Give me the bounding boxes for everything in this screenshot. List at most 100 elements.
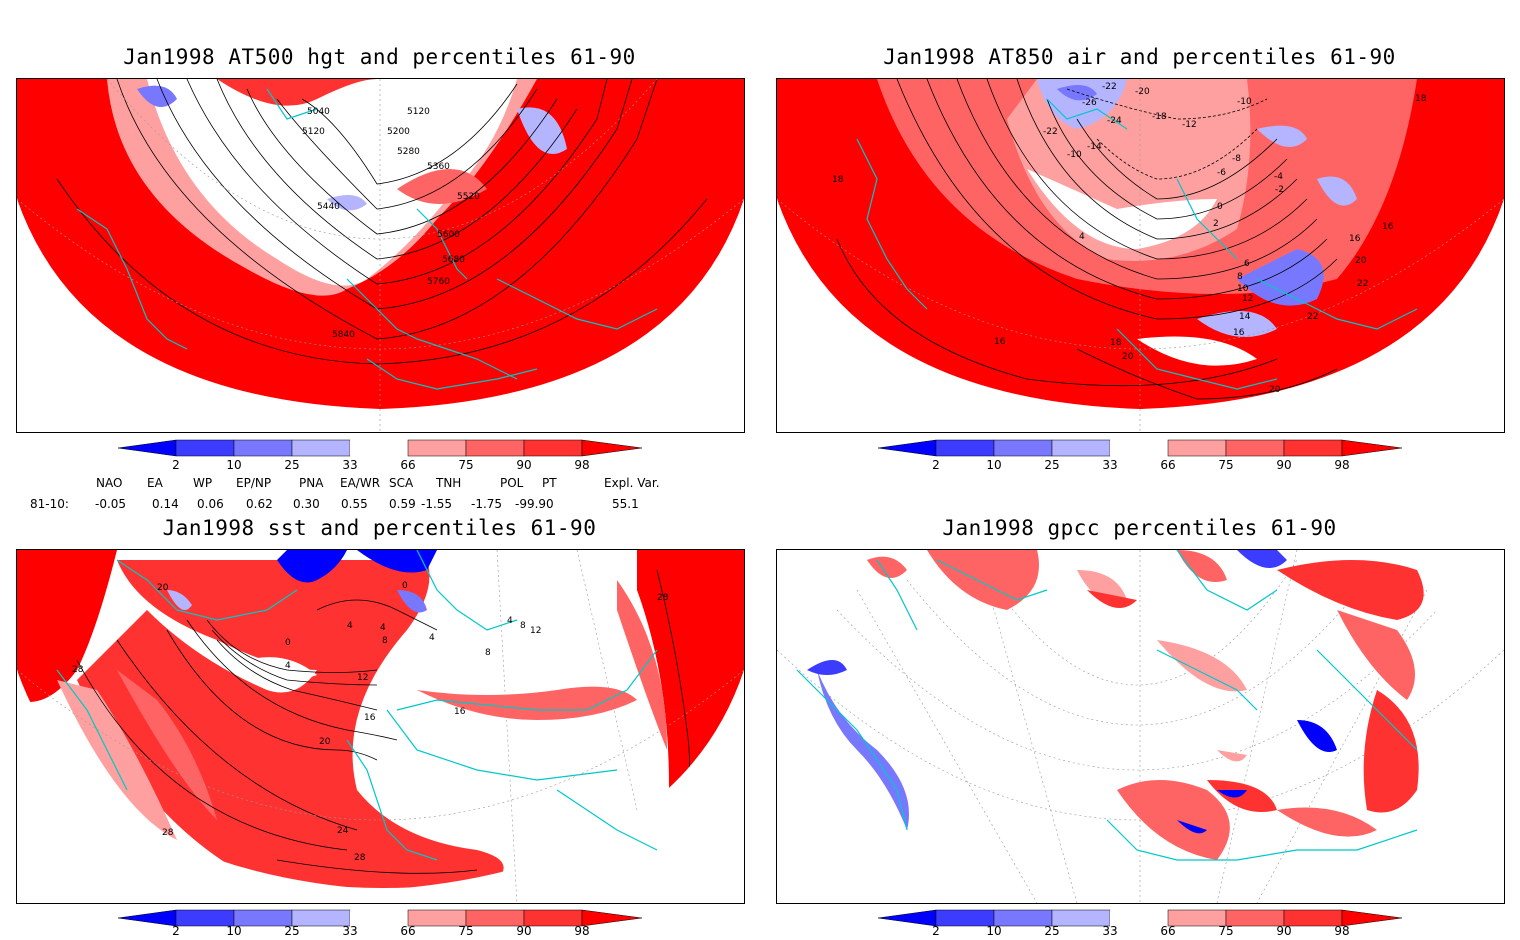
index-header: PNA <box>299 476 324 490</box>
index-header: WP <box>193 476 213 490</box>
colorbar-tick: 2 <box>932 458 940 472</box>
index-value: 55.1 <box>612 497 639 511</box>
panel-title-air850: Jan1998 AT850 air and percentiles 61-90 <box>883 45 1396 69</box>
colorbar-tick: 75 <box>1218 924 1234 938</box>
contour-label: 4 <box>507 616 513 626</box>
index-header: EP/NP <box>236 476 272 490</box>
colorbar-tick: 2 <box>172 924 180 938</box>
contour-label: -10 <box>1237 97 1252 107</box>
colorbar-tick: 66 <box>400 458 416 472</box>
contour-label: 5200 <box>387 127 410 137</box>
colorbar-gpcc: 2 10 25 33 66 75 90 98 <box>877 909 1403 940</box>
index-value: -0.05 <box>95 497 127 511</box>
colorbar-tick: 25 <box>284 924 300 938</box>
colorbar-tick: 2 <box>172 458 180 472</box>
contour-label: -14 <box>1087 142 1102 152</box>
contour-label: 5360 <box>427 162 450 172</box>
index-header: TNH <box>436 476 462 490</box>
contour-label: 20 <box>1122 352 1134 362</box>
colorbar-hgt500: 2 10 25 33 66 75 90 98 <box>117 439 643 472</box>
panel-title-gpcc: Jan1998 gpcc percentiles 61-90 <box>942 516 1337 540</box>
colorbar-tick: 2 <box>932 924 940 938</box>
colorbar-svg <box>117 909 643 927</box>
colorbar-svg <box>117 439 643 457</box>
contour-label: 5520 <box>457 192 480 202</box>
colorbar-tick: 90 <box>1276 924 1292 938</box>
contour-label: 8 <box>1237 272 1243 282</box>
colorbar-tick: 75 <box>1218 458 1234 472</box>
contour-label: 5440 <box>317 202 340 212</box>
contour-label: 28 <box>354 853 366 863</box>
index-value: -99.90 <box>515 497 554 511</box>
colorbar-tick: 66 <box>400 924 416 938</box>
colorbar-svg <box>877 909 1403 927</box>
contour-label: 16 <box>1382 222 1394 232</box>
contour-label: 28 <box>657 593 669 603</box>
contour-label: 20 <box>319 737 331 747</box>
contour-label: 5040 <box>307 107 330 117</box>
colorbar-tick: 98 <box>1334 924 1350 938</box>
contour-label: -22 <box>1102 82 1117 92</box>
contour-label: 20 <box>1355 256 1367 266</box>
contour-label: 8 <box>485 648 491 658</box>
map-panel-sst: 20 0 4 4 8 4 0 4 12 16 16 20 24 28 28 28… <box>16 549 745 904</box>
colorbar-tick: 98 <box>574 458 590 472</box>
contour-label: 16 <box>454 707 466 717</box>
index-header: EA/WR <box>340 476 381 490</box>
index-value: 0.55 <box>341 497 368 511</box>
contour-label: 8 <box>382 636 388 646</box>
colorbar-tick: 25 <box>284 458 300 472</box>
contour-label: 22 <box>1307 312 1318 322</box>
colorbar-tick: 10 <box>986 924 1002 938</box>
contour-label: 12 <box>1242 294 1253 304</box>
contour-label: -20 <box>1135 87 1150 97</box>
colorbar-tick: 33 <box>342 458 358 472</box>
colorbar-tick: 33 <box>1102 924 1118 938</box>
contour-label: 5120 <box>302 127 325 137</box>
contour-label: -12 <box>1182 120 1197 130</box>
colorbar-tick: 66 <box>1160 924 1176 938</box>
contour-label: 0 <box>1217 202 1223 212</box>
contour-label: 16 <box>994 337 1006 347</box>
contour-label: 5280 <box>397 147 420 157</box>
map-panel-air850: -22 -20 -26 -24 -18 -12 -10 -22 -14 -10 … <box>776 78 1505 433</box>
contour-label: 4 <box>347 621 353 631</box>
contour-label: 24 <box>337 826 349 836</box>
contour-label: -10 <box>1067 150 1082 160</box>
colorbar-tick: 25 <box>1044 458 1060 472</box>
contour-label: -18 <box>1152 112 1167 122</box>
contour-label: -8 <box>1232 154 1241 164</box>
contour-label: -4 <box>1274 172 1283 182</box>
index-value: 0.14 <box>152 497 179 511</box>
contour-label: 5600 <box>437 230 460 240</box>
colorbar-tick: 33 <box>1102 458 1118 472</box>
index-row-label: 81-10: <box>30 497 69 511</box>
map-panel-hgt500: 5040 5120 5120 5200 5280 5360 5440 5520 … <box>16 78 745 433</box>
contour-label: 0 <box>402 581 408 591</box>
index-header: Expl. Var. <box>604 476 660 490</box>
colorbar-sst: 2 10 25 33 66 75 90 98 <box>117 909 643 940</box>
contour-label: 5120 <box>407 107 430 117</box>
contour-label: 5680 <box>442 255 465 265</box>
colorbar-tick: 10 <box>986 458 1002 472</box>
contour-label: 22 <box>1357 279 1368 289</box>
panel-title-sst: Jan1998 sst and percentiles 61-90 <box>162 516 597 540</box>
contour-label: -24 <box>1107 116 1122 126</box>
colorbar-tick: 75 <box>458 924 474 938</box>
contour-label: 14 <box>1239 312 1251 322</box>
contour-label: 16 <box>1233 328 1245 338</box>
contour-label: -6 <box>1217 168 1226 178</box>
colorbar-tick: 25 <box>1044 924 1060 938</box>
colorbar-tick: 98 <box>574 924 590 938</box>
index-value: 0.62 <box>246 497 273 511</box>
contour-label: 16 <box>1349 234 1361 244</box>
colorbar-tick: 98 <box>1334 458 1350 472</box>
contour-label: 28 <box>162 828 174 838</box>
contour-label: 12 <box>530 626 541 636</box>
index-value: -1.75 <box>471 497 503 511</box>
contour-label: 12 <box>357 673 368 683</box>
contour-label: 10 <box>1237 284 1249 294</box>
contour-label: 4 <box>380 623 386 633</box>
index-header: EA <box>147 476 163 490</box>
index-value: 0.06 <box>197 497 224 511</box>
